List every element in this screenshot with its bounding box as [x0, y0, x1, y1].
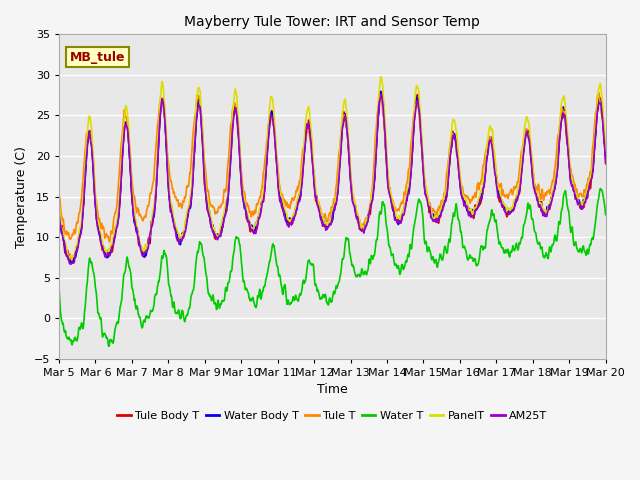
- X-axis label: Time: Time: [317, 384, 348, 396]
- Title: Mayberry Tule Tower: IRT and Sensor Temp: Mayberry Tule Tower: IRT and Sensor Temp: [184, 15, 480, 29]
- Y-axis label: Temperature (C): Temperature (C): [15, 146, 28, 248]
- Text: MB_tule: MB_tule: [70, 50, 125, 63]
- Legend: Tule Body T, Water Body T, Tule T, Water T, PanelT, AM25T: Tule Body T, Water Body T, Tule T, Water…: [113, 407, 552, 426]
